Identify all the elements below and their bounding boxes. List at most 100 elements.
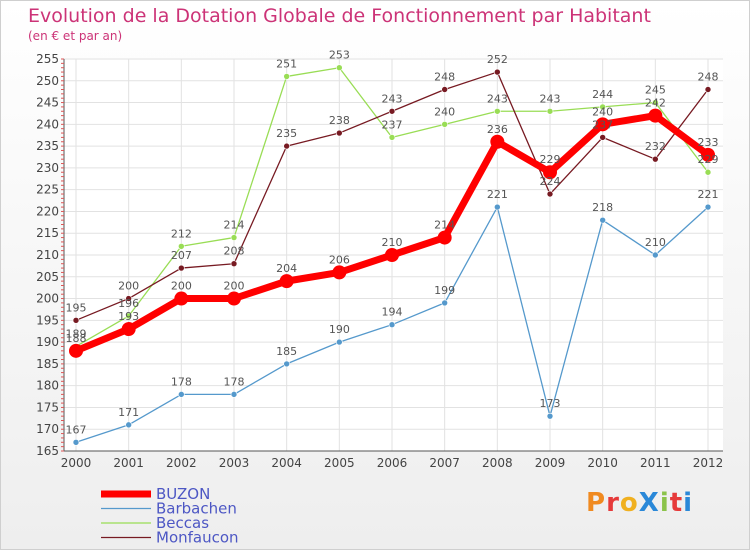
data-point-buzon: [227, 291, 241, 306]
data-label-barbachen: 199: [434, 284, 455, 297]
data-label-monfaucon: 252: [487, 53, 508, 66]
data-label-buzon: 193: [118, 310, 139, 323]
proxiti-logo: ProXiti: [586, 488, 694, 518]
x-tick-label: 2006: [377, 456, 408, 470]
data-point-barbachen: [599, 216, 606, 224]
data-point-buzon: [385, 248, 399, 262]
data-label-buzon: 200: [171, 280, 192, 293]
data-point-beccas: [388, 134, 396, 141]
data-point-beccas: [178, 242, 185, 250]
data-point-buzon: [595, 117, 610, 132]
x-tick-label: 2003: [219, 456, 250, 470]
y-tick-label: 165: [36, 444, 59, 458]
data-label-barbachen: 190: [329, 323, 350, 336]
y-tick-label: 255: [36, 52, 59, 66]
data-label-buzon: 233: [698, 136, 719, 149]
data-label-beccas: 212: [171, 227, 192, 240]
data-label-monfaucon: 232: [645, 140, 666, 153]
x-tick-label: 2009: [535, 456, 566, 470]
data-point-buzon: [332, 265, 347, 280]
legend-label-barbachen: Barbachen: [156, 500, 237, 518]
data-label-beccas: 189: [66, 327, 87, 340]
data-point-buzon: [69, 343, 83, 358]
legend-label-monfaucon: Monfaucon: [156, 529, 239, 547]
y-tick-label: 210: [36, 248, 59, 262]
y-tick-label: 220: [36, 204, 59, 218]
data-label-barbachen: 173: [540, 397, 561, 410]
y-tick-label: 230: [36, 161, 59, 175]
data-label-buzon: 206: [329, 253, 350, 266]
data-point-beccas: [441, 121, 448, 128]
data-label-beccas: 251: [276, 57, 297, 70]
y-tick-label: 175: [36, 400, 59, 414]
data-label-buzon: 236: [487, 123, 508, 136]
data-label-barbachen: 185: [276, 345, 297, 358]
x-tick-label: 2012: [693, 456, 724, 470]
data-label-buzon: 210: [382, 236, 403, 249]
data-label-barbachen: 221: [698, 188, 719, 201]
data-point-beccas: [494, 107, 501, 115]
data-point-barbachen: [546, 412, 554, 420]
data-point-barbachen: [125, 421, 132, 429]
data-point-monfaucon: [336, 129, 343, 137]
y-tick-label: 235: [36, 139, 59, 153]
data-label-buzon: 188: [66, 332, 87, 345]
data-label-monfaucon: 238: [329, 114, 350, 127]
data-label-beccas: 240: [434, 105, 455, 118]
y-tick-label: 170: [36, 422, 59, 436]
data-label-beccas: 243: [540, 92, 561, 105]
data-point-monfaucon: [599, 134, 606, 141]
x-tick-label: 2007: [429, 456, 460, 470]
data-label-monfaucon: 243: [382, 92, 403, 105]
data-label-barbachen: 178: [224, 375, 245, 388]
data-label-beccas: 214: [224, 219, 245, 232]
data-point-barbachen: [441, 299, 448, 307]
data-point-barbachen: [283, 360, 290, 368]
data-label-monfaucon: 195: [66, 301, 87, 314]
data-point-monfaucon: [178, 264, 185, 272]
data-point-barbachen: [72, 438, 80, 446]
x-tick-label: 2008: [482, 456, 513, 470]
data-label-beccas: 244: [592, 88, 613, 101]
y-tick-label: 250: [36, 74, 59, 88]
x-tick-label: 2004: [271, 456, 302, 470]
data-point-barbachen: [178, 391, 185, 398]
data-label-buzon: 204: [276, 262, 297, 275]
y-tick-label: 240: [36, 117, 59, 131]
x-tick-label: 2011: [640, 456, 671, 470]
data-point-beccas: [230, 234, 238, 241]
data-point-beccas: [125, 312, 132, 320]
data-point-barbachen: [494, 203, 501, 211]
x-tick-label: 2005: [324, 456, 355, 470]
data-label-monfaucon: 237: [592, 118, 613, 131]
data-point-buzon: [648, 108, 663, 123]
data-point-beccas: [283, 73, 290, 80]
data-point-monfaucon: [283, 142, 290, 150]
data-label-monfaucon: 200: [118, 280, 139, 293]
data-label-beccas: 237: [382, 118, 403, 131]
y-tick-label: 205: [36, 270, 59, 284]
data-point-buzon: [121, 322, 136, 337]
data-point-buzon: [490, 134, 505, 149]
chart-title: Evolution de la Dotation Globale de Fonc…: [28, 5, 651, 27]
y-tick-label: 195: [36, 313, 59, 327]
y-tick-label: 190: [36, 335, 59, 349]
data-point-monfaucon: [441, 86, 448, 93]
data-point-buzon: [543, 165, 557, 180]
data-point-beccas: [652, 99, 659, 106]
y-tick-label: 225: [36, 183, 59, 197]
data-label-monfaucon: 224: [540, 175, 561, 188]
data-label-barbachen: 221: [487, 188, 508, 201]
data-label-beccas: 229: [698, 153, 719, 166]
x-tick-label: 2000: [61, 456, 92, 470]
data-point-monfaucon: [72, 317, 80, 324]
data-point-barbachen: [388, 321, 396, 328]
x-tick-label: 2001: [113, 456, 144, 470]
data-label-beccas: 243: [487, 92, 508, 105]
data-label-monfaucon: 207: [171, 249, 192, 262]
data-point-monfaucon: [388, 107, 396, 115]
data-label-monfaucon: 248: [698, 70, 719, 83]
data-point-barbachen: [652, 251, 659, 259]
